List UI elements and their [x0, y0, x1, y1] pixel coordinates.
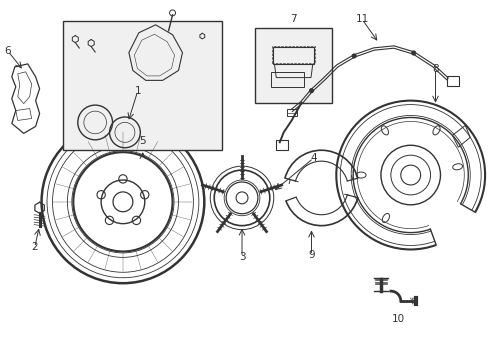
- Bar: [254, 28, 332, 103]
- Circle shape: [411, 51, 415, 55]
- Text: 8: 8: [431, 64, 438, 74]
- Text: 9: 9: [307, 251, 314, 260]
- Bar: [286, 109, 296, 117]
- Text: 4: 4: [309, 153, 316, 163]
- Text: 10: 10: [391, 314, 405, 324]
- Text: 6: 6: [4, 46, 11, 56]
- Circle shape: [309, 89, 313, 93]
- Text: 3: 3: [238, 252, 245, 262]
- Text: 5: 5: [139, 136, 146, 146]
- Text: 1: 1: [134, 86, 141, 96]
- Bar: [275, 140, 287, 150]
- Text: 2: 2: [31, 243, 38, 252]
- Bar: [447, 76, 458, 86]
- Text: 11: 11: [355, 14, 368, 24]
- Bar: [63, 21, 222, 150]
- Text: 7: 7: [290, 14, 296, 24]
- Circle shape: [351, 54, 356, 58]
